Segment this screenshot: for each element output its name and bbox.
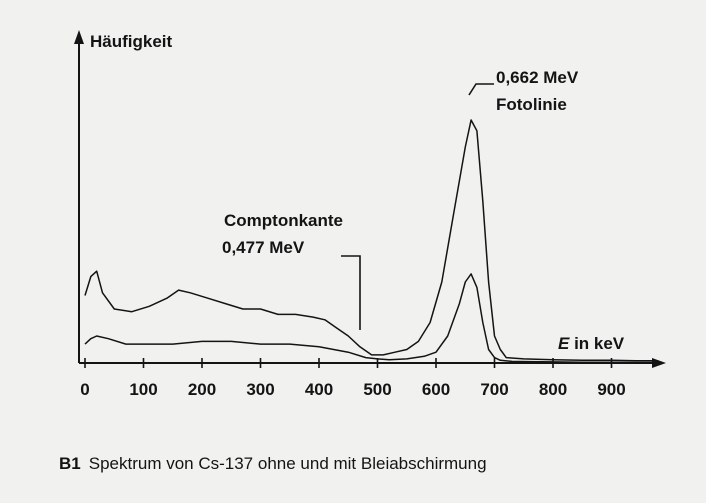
caption-label: B1 (59, 454, 81, 473)
photopeak-energy: 0,662 MeV (496, 68, 579, 87)
x-axis-label-symbol: E (558, 334, 570, 353)
y-axis-arrow (74, 30, 84, 44)
photopeak-leader (468, 83, 494, 96)
x-tick-label: 400 (305, 380, 333, 399)
photopeak-title: Fotolinie (496, 95, 567, 114)
compton-edge-leader (341, 255, 361, 330)
caption-text: Spektrum von Cs-137 ohne und mit Bleiabs… (89, 454, 487, 473)
compton-edge-annotation: Comptonkante 0,477 MeV (222, 211, 361, 330)
photopeak-annotation: 0,662 MeV Fotolinie (468, 68, 579, 114)
x-tick-label: 600 (422, 380, 450, 399)
figure-caption: B1 Spektrum von Cs-137 ohne und mit Bleia… (59, 454, 487, 473)
x-tick-label: 100 (129, 380, 157, 399)
x-tick-label: 300 (246, 380, 274, 399)
spectrum-series-line (84, 273, 659, 364)
y-axis-label: Häufigkeit (90, 32, 173, 51)
x-tick-label: 700 (480, 380, 508, 399)
x-axis-label-unit: in keV (569, 334, 624, 353)
x-axis-label: E in keV (558, 334, 625, 353)
compton-edge-title: Comptonkante (224, 211, 343, 230)
x-tick-label: 0 (80, 380, 89, 399)
compton-edge-energy: 0,477 MeV (222, 238, 305, 257)
x-tick-label: 500 (363, 380, 391, 399)
spectrum-series-line (84, 119, 659, 362)
x-tick-label: 900 (597, 380, 625, 399)
x-tick-label: 800 (539, 380, 567, 399)
x-tick-label: 200 (188, 380, 216, 399)
